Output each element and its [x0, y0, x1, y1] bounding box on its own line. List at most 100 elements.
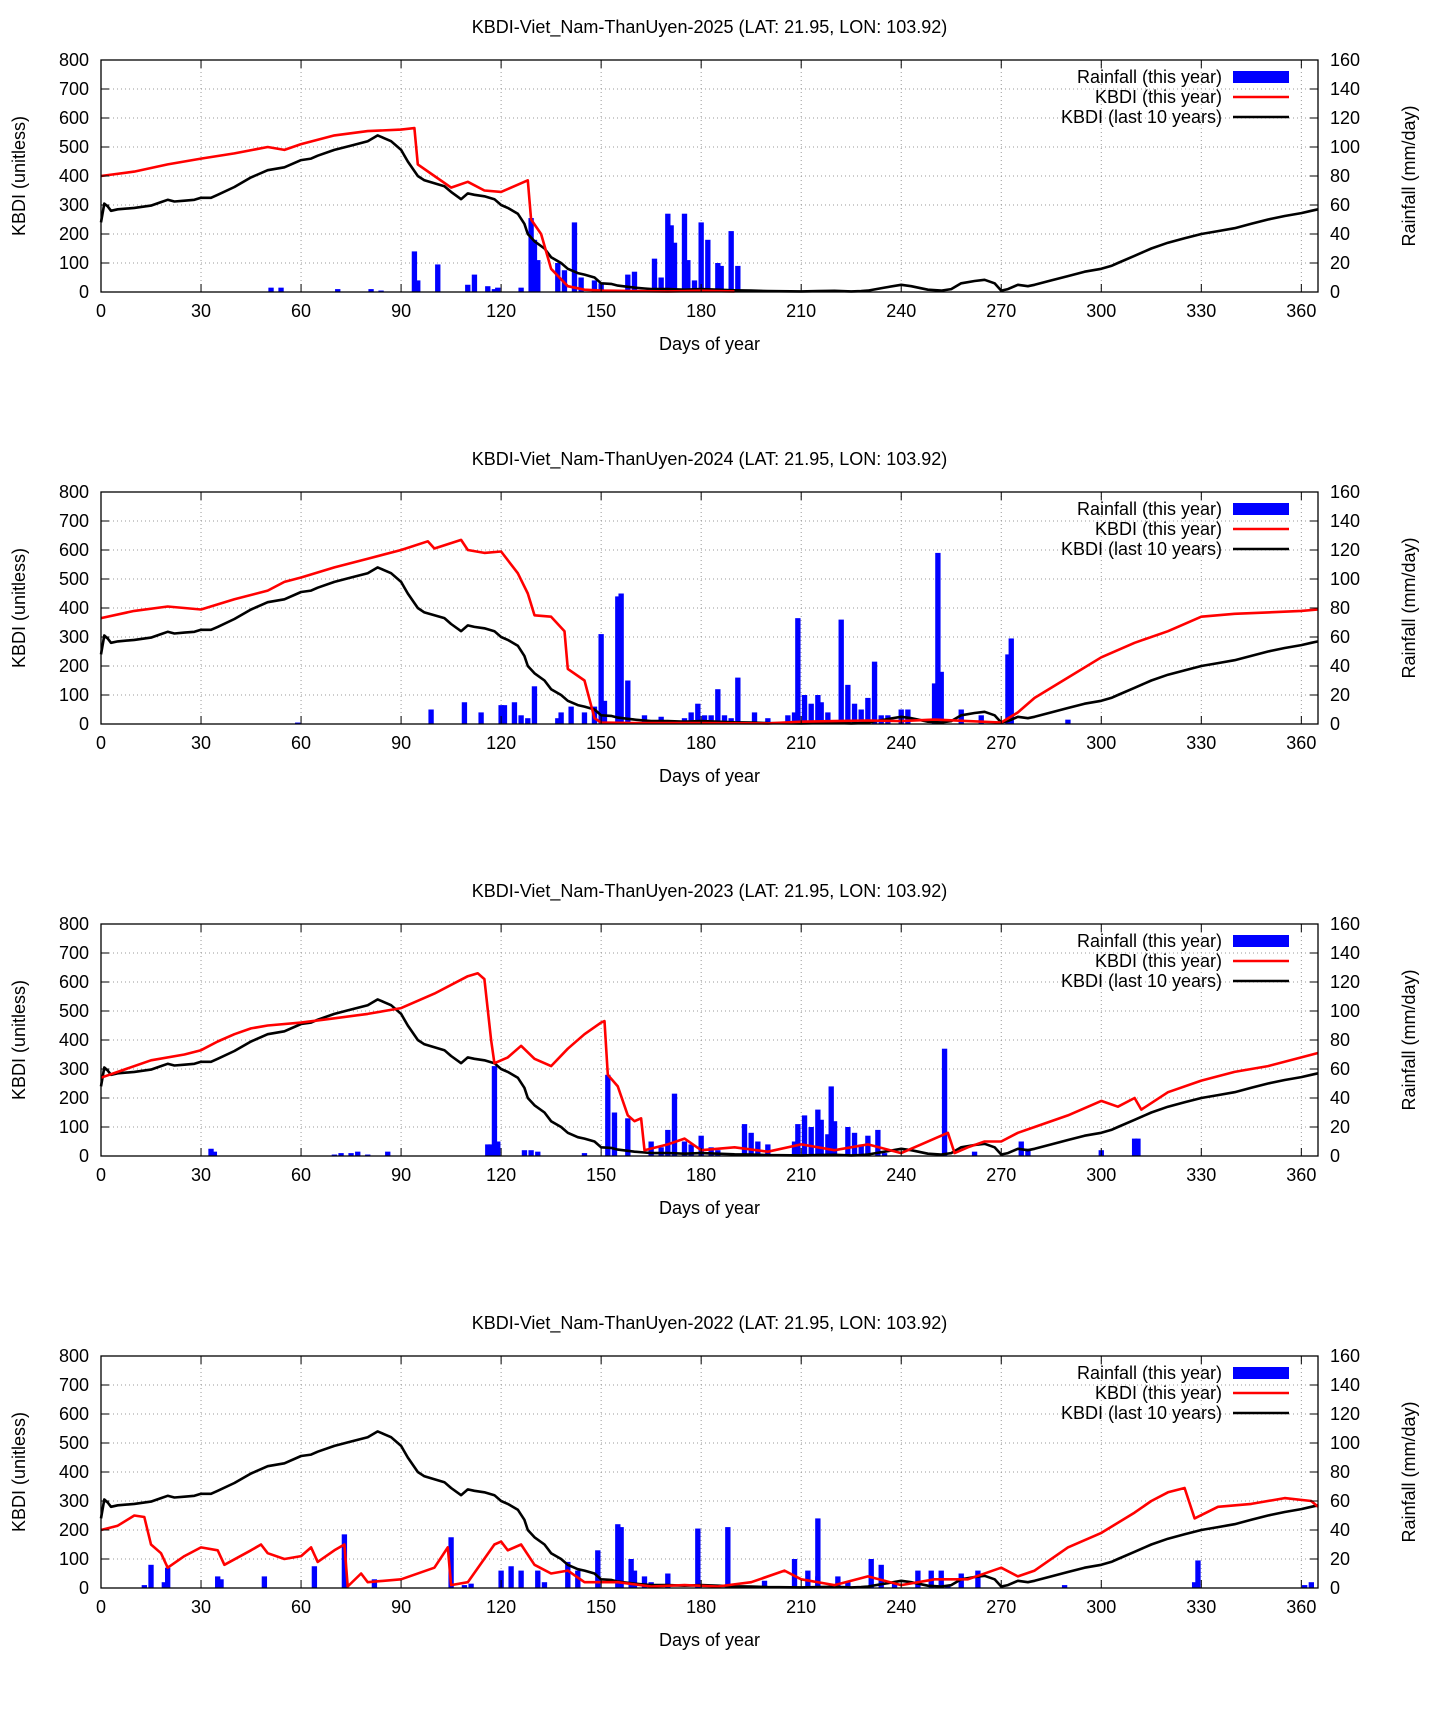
y2-tick-label: 100	[1330, 569, 1360, 589]
y-tick-label: 200	[59, 224, 89, 244]
x-tick-label: 270	[986, 301, 1016, 321]
rainfall-bar	[665, 1573, 671, 1588]
rainfall-bar	[611, 1112, 618, 1156]
y2-tick-label: 20	[1330, 253, 1350, 273]
x-tick-label: 150	[586, 733, 616, 753]
rainfall-bar	[931, 683, 938, 724]
rainfall-bar	[385, 1151, 391, 1156]
rainfall-bar	[518, 1570, 524, 1588]
kbdi-last10-line	[99, 134, 1319, 293]
y2-axis-label: Rainfall (mm/day)	[1399, 537, 1419, 678]
x-tick-label: 90	[391, 1165, 411, 1185]
rainfall-bar	[765, 718, 771, 724]
rainfall-bar	[818, 1119, 824, 1156]
rainfall-bar	[495, 287, 501, 292]
y2-axis-label: Rainfall (mm/day)	[1399, 1401, 1419, 1542]
rainfall-bar	[865, 1135, 871, 1156]
y-tick-label: 300	[59, 627, 89, 647]
rainfall-bar	[508, 1566, 514, 1588]
y-tick-label: 600	[59, 972, 89, 992]
rainfall-bar	[348, 1153, 354, 1156]
y2-tick-label: 0	[1330, 1578, 1340, 1598]
y2-tick-label: 60	[1330, 627, 1350, 647]
rainfall-bar	[915, 1570, 921, 1588]
rainfall-bar	[791, 712, 798, 724]
legend-label: KBDI (this year)	[1095, 87, 1222, 107]
rainfall-bar	[215, 1576, 221, 1588]
rainfall-bar	[761, 1580, 768, 1588]
y-tick-label: 200	[59, 656, 89, 676]
rainfall-bar	[625, 1118, 631, 1156]
rainfall-bar	[1301, 1585, 1308, 1588]
legend-swatch-rain	[1233, 503, 1289, 515]
rainfall-bar	[165, 1567, 171, 1588]
rainfall-bar	[555, 718, 561, 724]
kbdi-last10-line	[99, 1430, 1319, 1589]
y-tick-label: 700	[59, 79, 89, 99]
x-tick-label: 60	[291, 1165, 311, 1185]
y-tick-label: 300	[59, 1491, 89, 1511]
y2-tick-label: 40	[1330, 1088, 1350, 1108]
rainfall-bar	[1191, 1582, 1198, 1588]
y-tick-label: 400	[59, 1030, 89, 1050]
rainfall-bar	[565, 1561, 571, 1588]
y-tick-label: 700	[59, 511, 89, 531]
rainfall-bar	[531, 686, 538, 724]
rainfall-bar	[641, 1576, 648, 1588]
y-tick-label: 200	[59, 1088, 89, 1108]
rainfall-bar	[625, 274, 631, 292]
y-tick-label: 400	[59, 598, 89, 618]
rainfall-bar	[461, 1585, 468, 1588]
legend-label: KBDI (this year)	[1095, 951, 1222, 971]
x-tick-label: 180	[686, 301, 716, 321]
rainfall-bar	[815, 695, 821, 724]
x-tick-label: 0	[96, 733, 106, 753]
rainfall-bar	[311, 1566, 318, 1588]
rainfall-bar	[851, 703, 858, 724]
y2-axis-label: Rainfall (mm/day)	[1399, 969, 1419, 1110]
rainfall-bar	[1005, 654, 1011, 724]
y2-tick-label: 160	[1330, 914, 1360, 934]
rainfall-bar	[665, 213, 671, 292]
rainfall-bar	[845, 1127, 851, 1156]
rainfall-bar	[735, 265, 741, 292]
x-tick-label: 210	[786, 301, 816, 321]
rainfall-bar	[211, 1151, 218, 1156]
y2-tick-label: 20	[1330, 685, 1350, 705]
y-tick-label: 400	[59, 1462, 89, 1482]
rainfall-bar	[1308, 1582, 1314, 1588]
rainfall-bar	[491, 289, 498, 292]
y-tick-label: 500	[59, 1433, 89, 1453]
rainfall-bar	[488, 1144, 494, 1156]
rainfall-bar	[695, 703, 701, 724]
rainfall-bar	[708, 715, 714, 724]
legend-label: KBDI (last 10 years)	[1061, 1403, 1222, 1423]
rainfall-bar	[1061, 1585, 1068, 1588]
x-tick-label: 90	[391, 301, 411, 321]
rainfall-bar	[871, 661, 878, 724]
rainfall-bar	[511, 702, 518, 724]
rainfall-bar	[491, 1066, 498, 1156]
rainfall-bar	[571, 222, 578, 292]
y2-tick-label: 160	[1330, 482, 1360, 502]
rainfall-bar	[365, 1154, 371, 1156]
rainfall-bar	[815, 1109, 821, 1156]
rainfall-bar	[411, 251, 418, 292]
legend-label: Rainfall (this year)	[1077, 1363, 1222, 1383]
y2-tick-label: 120	[1330, 540, 1360, 560]
rainfall-bar	[685, 260, 691, 292]
x-axis-label: Days of year	[659, 1630, 760, 1650]
y2-tick-label: 60	[1330, 195, 1350, 215]
rainfall-bar	[378, 290, 384, 292]
y-axis-label: KBDI (unitless)	[9, 1412, 29, 1532]
y-tick-label: 0	[79, 714, 89, 734]
kbdi-this-year-line	[100, 1486, 1319, 1588]
y-tick-label: 700	[59, 1375, 89, 1395]
rainfall-bar	[658, 1147, 664, 1156]
x-tick-label: 360	[1286, 301, 1316, 321]
y-tick-label: 400	[59, 166, 89, 186]
rainfall-bar	[628, 1559, 634, 1588]
rainfall-bar	[415, 280, 421, 292]
